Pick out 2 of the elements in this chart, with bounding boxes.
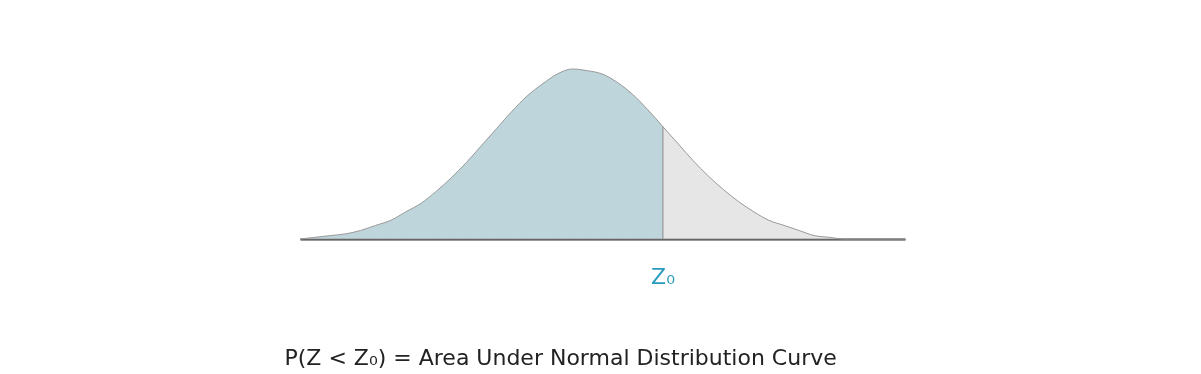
text: P(Z < Z₀) = Area Under Normal Distribution Curve bbox=[284, 345, 837, 370]
text: Z₀ bbox=[651, 264, 676, 289]
